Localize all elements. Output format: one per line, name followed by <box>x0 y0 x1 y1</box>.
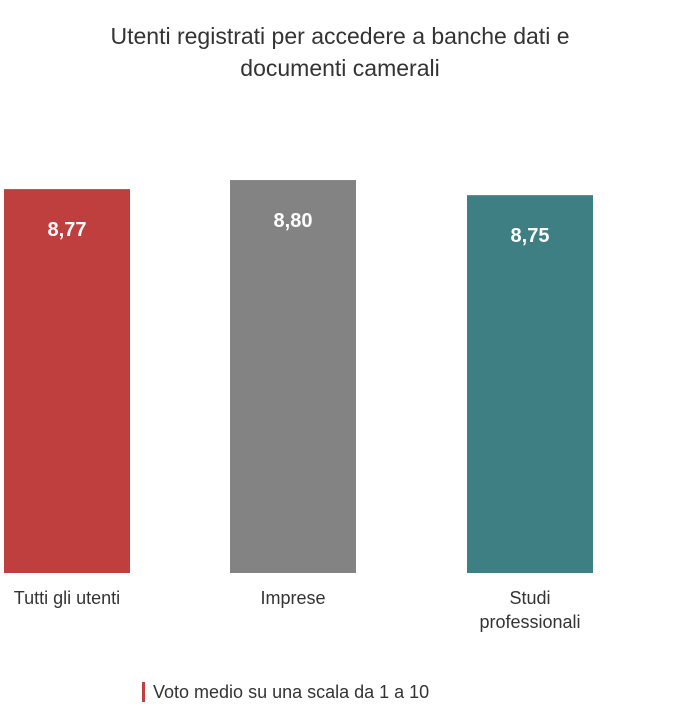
bar <box>467 195 593 573</box>
value-label: 8,80 <box>273 210 313 233</box>
chart-title: Utenti registrati per accedere a banche … <box>110 23 570 81</box>
bar <box>230 180 356 573</box>
bar <box>4 189 130 573</box>
note: Voto medio su una scala da 1 a 10 <box>142 682 429 702</box>
x-tick-label: Studi professionali <box>479 588 581 632</box>
value-label: 8,75 <box>510 225 550 248</box>
x-tick-label: Tutti gli utenti <box>13 588 121 608</box>
value-label: 8,77 <box>47 219 87 242</box>
x-tick-label: Imprese <box>260 588 326 608</box>
